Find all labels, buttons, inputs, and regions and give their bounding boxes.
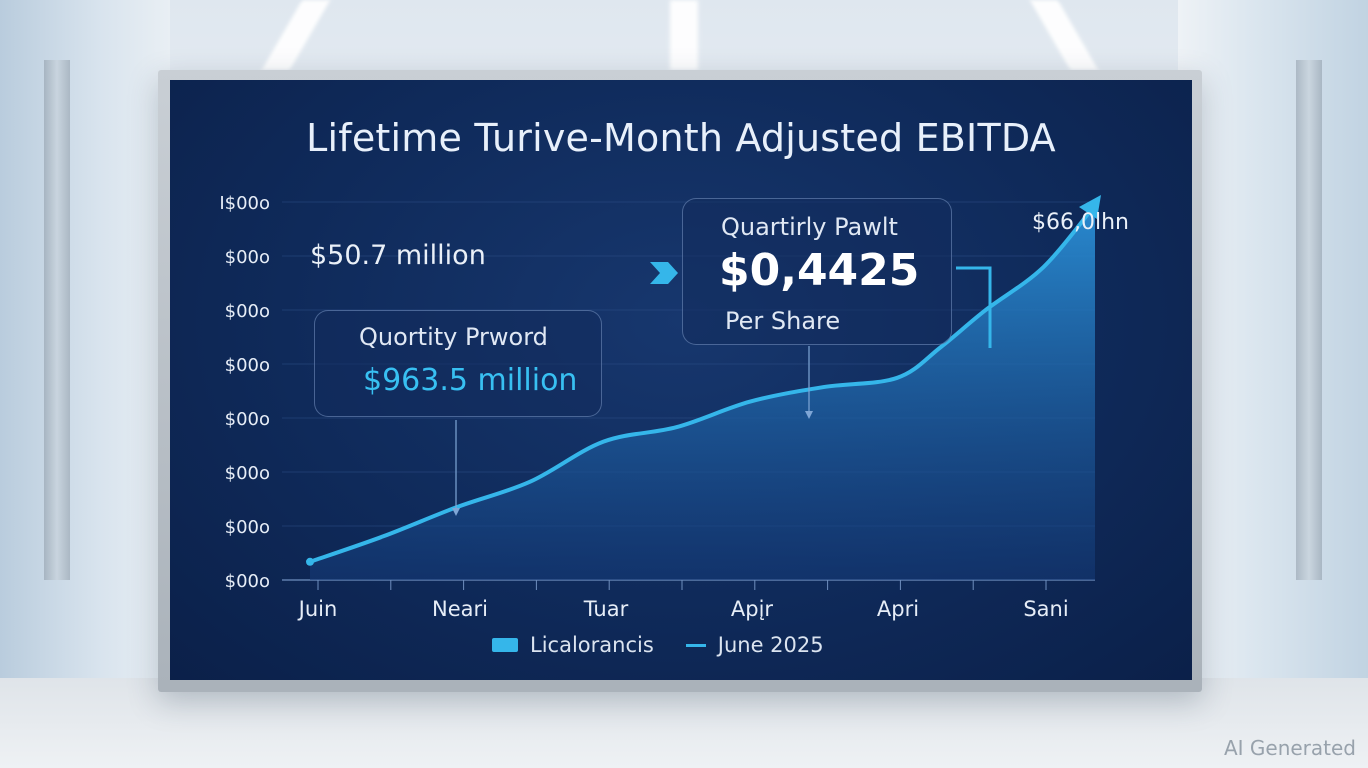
x-tick-label: Neari (432, 597, 488, 621)
connector-line (956, 266, 992, 348)
legend-swatch-line (685, 643, 706, 647)
left-callout-value: $963.5 million (363, 363, 578, 398)
window-mullion (1296, 60, 1322, 580)
y-tick-label: $00o (225, 355, 270, 376)
x-tick-label: Apri (877, 597, 919, 621)
right-callout-arrowhead (805, 411, 813, 419)
x-tick-label: Tuar (583, 597, 629, 621)
window-mullion (44, 60, 70, 580)
ai-generated-watermark: AI Generated (1223, 736, 1356, 760)
ceiling-light (261, 0, 331, 70)
right-callout-sublabel: Per Share (725, 307, 841, 335)
y-tick-label: $00o (225, 463, 270, 484)
ceiling-light (1029, 0, 1099, 70)
area-fill (310, 205, 1095, 580)
series-line (308, 203, 1097, 564)
y-tick-label: $00o (225, 301, 270, 322)
window-wall-right (1178, 0, 1368, 768)
y-tick-label: $00o (225, 571, 270, 592)
x-tick-label: Apįr (731, 597, 774, 621)
ceiling-light (670, 0, 698, 70)
legend-entry-1: Licalorancis (530, 633, 654, 657)
right-callout-label: Quartirly Pawlt (721, 213, 898, 241)
legend-swatch-area (492, 638, 518, 652)
y-tick-label: $00o (225, 409, 270, 430)
right-callout-box: Quartirly Pawlt $0,4425 Per Share (682, 198, 952, 345)
start-point (306, 557, 314, 566)
y-tick-label: $00o (225, 247, 270, 268)
legend-entry-2: June 2025 (717, 633, 824, 657)
left-callout-arrowhead (452, 508, 460, 516)
display-screen: Lifetime Turive-Month Adjusted EBITDA I$… (170, 80, 1192, 680)
y-tick-label: I$00o (219, 193, 270, 214)
window-wall-left (0, 0, 170, 768)
top-left-value: $50.7 million (310, 240, 486, 271)
x-tick-label: Juin (297, 597, 338, 621)
end-value-label: $66,0lhn (1032, 210, 1129, 235)
chart-title: Lifetime Turive-Month Adjusted EBITDA (306, 116, 1056, 160)
floor (0, 678, 1368, 768)
x-tick-label: Sani (1023, 597, 1068, 621)
y-tick-label: $00o (225, 517, 270, 538)
line-end-arrow-icon (1079, 195, 1101, 219)
left-callout-box: Quortity Prword $963.5 million (314, 310, 602, 417)
left-callout-label: Quortity Prword (359, 323, 548, 351)
right-callout-value: $0,4425 (719, 245, 920, 296)
chart-legend: Licalorancis June 2025 (492, 630, 824, 660)
right-pointing-arrow-icon (650, 262, 678, 284)
